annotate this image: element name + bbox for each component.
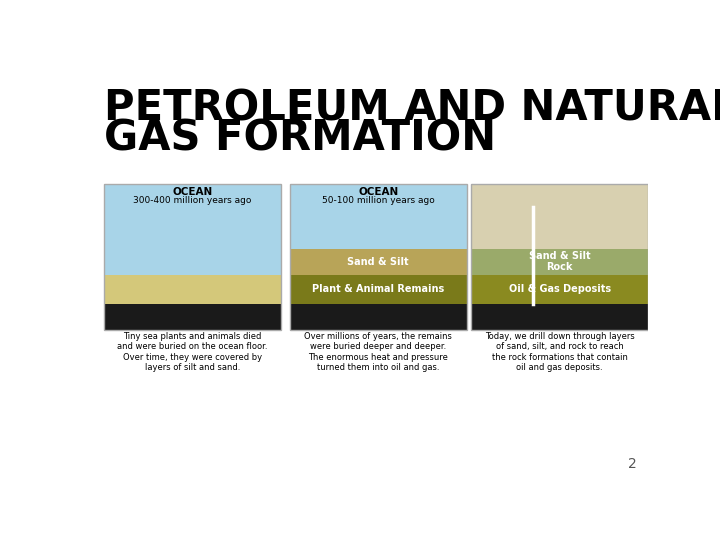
Bar xyxy=(104,184,281,275)
Text: GAS FORMATION: GAS FORMATION xyxy=(104,117,496,159)
Text: Sand & Silt
Rock: Sand & Silt Rock xyxy=(528,251,590,273)
Text: Today, we drill down through layers
of sand, silt, and rock to reach
the rock fo: Today, we drill down through layers of s… xyxy=(485,332,634,372)
Text: OCEAN: OCEAN xyxy=(358,187,398,197)
Bar xyxy=(290,184,467,248)
Text: 50-100 million years ago: 50-100 million years ago xyxy=(322,197,435,206)
Text: Sand & Silt: Sand & Silt xyxy=(348,256,409,267)
Bar xyxy=(290,184,467,330)
Text: Oil & Gas Deposits: Oil & Gas Deposits xyxy=(508,285,611,294)
Bar xyxy=(472,248,648,275)
Text: 2: 2 xyxy=(628,457,636,471)
Text: Tiny sea plants and animals died
and were buried on the ocean floor.
Over time, : Tiny sea plants and animals died and wer… xyxy=(117,332,268,372)
Text: Over millions of years, the remains
were buried deeper and deeper.
The enormous : Over millions of years, the remains were… xyxy=(305,332,452,372)
Bar xyxy=(472,184,648,330)
Bar xyxy=(472,184,648,248)
Bar xyxy=(104,304,281,330)
Text: PETROLEUM AND NATURAL: PETROLEUM AND NATURAL xyxy=(104,88,720,130)
Text: Plant & Animal Remains: Plant & Animal Remains xyxy=(312,285,444,294)
Bar xyxy=(472,304,648,330)
Bar xyxy=(290,275,467,304)
Bar xyxy=(472,275,648,304)
Text: 300-400 million years ago: 300-400 million years ago xyxy=(133,197,251,206)
Bar xyxy=(104,275,281,304)
Bar xyxy=(290,248,467,275)
Bar xyxy=(290,304,467,330)
Bar xyxy=(104,184,281,330)
Text: OCEAN: OCEAN xyxy=(172,187,212,197)
